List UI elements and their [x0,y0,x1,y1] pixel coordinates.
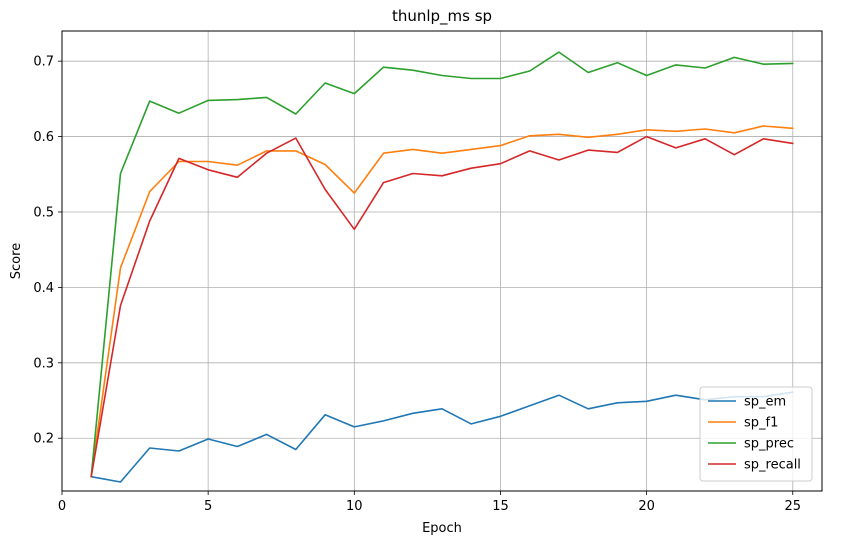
series-line-sp-prec [90,51,794,478]
chart-title: thunlp_ms sp [392,7,492,26]
x-tick-label: 20 [638,499,655,514]
x-tick-label: 0 [58,499,66,514]
series-line-sp-f1 [90,125,794,478]
x-tick-label: 25 [784,499,801,514]
legend-box [699,386,813,482]
x-tick-label: 5 [204,499,212,514]
legend-label: sp_em [744,395,786,410]
series-line-sp-em [90,391,794,483]
legend-label: sp_prec [744,437,794,452]
axis-ticks: 0 5 10 15 20 25 0.2 0.3 0.4 0.5 0.6 0.7 [33,55,801,514]
y-axis-label: Score [9,243,24,279]
y-tick-label: 0.7 [33,55,54,70]
y-tick-label: 0.3 [33,356,54,371]
y-tick-label: 0.6 [33,130,54,145]
legend-label: sp_f1 [744,416,778,431]
x-axis-label: Epoch [422,521,462,536]
x-tick-label: 15 [492,499,509,514]
grid-lines [61,31,822,491]
legend-label: sp_recall [744,458,801,473]
y-tick-label: 0.4 [33,281,54,296]
plot-frame [61,30,823,492]
x-tick-label: 10 [346,499,363,514]
y-tick-label: 0.2 [33,432,54,447]
series-line-sp-recall [90,135,794,478]
y-tick-label: 0.5 [33,205,54,220]
legend: sp_em sp_f1 sp_prec sp_recall [699,386,813,482]
series-layer [90,51,794,483]
